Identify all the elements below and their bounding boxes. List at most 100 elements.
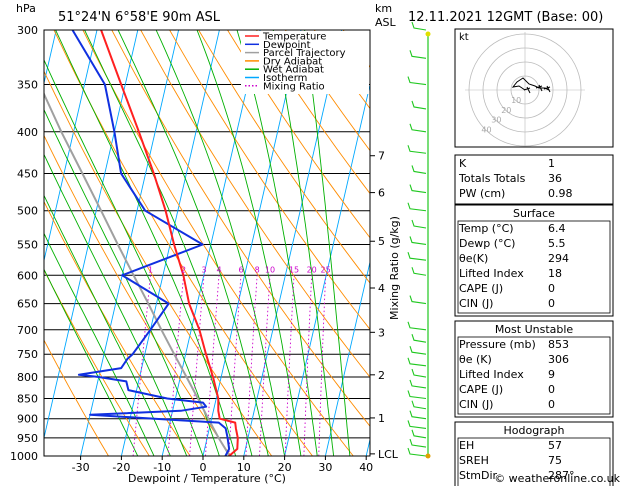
- wind-barb: [410, 439, 426, 447]
- table-row-label: CAPE (J): [459, 383, 503, 396]
- wind-barb: [410, 380, 426, 388]
- table-row-value: 57: [548, 439, 562, 452]
- hpa-label: hPa: [16, 2, 36, 15]
- table-row-value: 0: [548, 398, 555, 411]
- table-row-label: Dewp (°C): [459, 237, 515, 250]
- wind-barb: [408, 420, 426, 428]
- hodo_table-title: Hodograph: [504, 424, 565, 437]
- wind-barb: [408, 390, 426, 398]
- table-row-value: 1: [548, 157, 555, 170]
- wind-barb: [408, 203, 426, 211]
- table-row-label: EH: [459, 439, 474, 452]
- table-row-label: θe (K): [459, 353, 492, 366]
- x-tick-label: 30: [318, 461, 332, 474]
- table-row-value: 306: [548, 353, 569, 366]
- height-tick-label: 3: [378, 326, 385, 339]
- pressure-tick-label: 700: [17, 324, 38, 337]
- pressure-tick-label: 300: [17, 24, 38, 37]
- mixing-ratio-label: 2: [181, 265, 186, 274]
- table-row-label: Temp (°C): [458, 222, 514, 235]
- wind-top-marker: [426, 32, 431, 37]
- table-row-label: Lifted Index: [459, 267, 524, 280]
- wind-barb: [410, 50, 426, 58]
- wind-barb: [410, 411, 426, 419]
- y-axis-label: Mixing Ratio (g/kg): [388, 216, 401, 320]
- table-row-value: 36: [548, 172, 562, 185]
- legend-label: Mixing Ratio: [263, 81, 325, 92]
- table-row-value: 5.5: [548, 237, 566, 250]
- wind-barb: [412, 369, 426, 377]
- x-axis-label: Dewpoint / Temperature (°C): [128, 472, 286, 485]
- isotherm-line: [81, 30, 179, 456]
- mixing-ratio-label: 8: [255, 265, 260, 274]
- table-row-label: Lifted Index: [459, 368, 524, 381]
- table-row-label: CAPE (J): [459, 282, 503, 295]
- wind-surface-marker: [426, 454, 431, 459]
- wind-barb: [408, 145, 426, 153]
- pressure-tick-label: 750: [17, 348, 38, 361]
- wind-barb: [412, 401, 426, 409]
- wind-barb: [408, 322, 426, 330]
- hodograph-ring-label: 40: [481, 126, 491, 135]
- table-row-label: CIN (J): [459, 297, 493, 310]
- table-row-value: 18: [548, 267, 562, 280]
- table-row-label: θe(K): [459, 252, 488, 265]
- pressure-tick-label: 850: [17, 392, 38, 405]
- pressure-tick-label: 800: [17, 371, 38, 384]
- table-row-value: 853: [548, 338, 569, 351]
- height-tick-label: 5: [378, 235, 385, 248]
- wind-barbs: [408, 22, 431, 459]
- height-tick-label: 2: [378, 369, 385, 382]
- wind-barb: [408, 358, 426, 366]
- unstable-title: Most Unstable: [495, 323, 574, 336]
- table-row-value: 0.98: [548, 187, 573, 200]
- pressure-tick-label: 950: [17, 432, 38, 445]
- wind-barb: [412, 334, 426, 342]
- mixing-ratio-label: 10: [265, 265, 275, 274]
- wind-barb: [410, 346, 426, 354]
- height-tick-label: LCL: [378, 448, 399, 461]
- wind-barb: [412, 267, 426, 275]
- pressure-tick-label: 1000: [10, 450, 38, 463]
- asl-label: ASL: [375, 16, 397, 29]
- isotherm-line: [0, 30, 15, 456]
- table-row-label: Pressure (mb): [459, 338, 536, 351]
- wind-barb: [412, 430, 426, 438]
- pressure-tick-label: 600: [17, 269, 38, 282]
- table-row-value: 0: [548, 282, 555, 295]
- wind-barb: [410, 124, 426, 132]
- pressure-tick-label: 650: [17, 298, 38, 311]
- mixing-ratio-label: 6: [238, 265, 243, 274]
- table-row-label: K: [459, 157, 467, 170]
- surface-title: Surface: [513, 207, 555, 220]
- table-row-value: 6.4: [548, 222, 566, 235]
- table-row-value: 9: [548, 368, 555, 381]
- hodograph-ring-label: 10: [511, 96, 521, 105]
- mixing-ratio-label: 25: [321, 265, 331, 274]
- table-row-value: 0: [548, 383, 555, 396]
- mixing-ratio-label: 20: [307, 265, 317, 274]
- height-tick-label: 4: [378, 282, 385, 295]
- datetime: 12.11.2021 12GMT (Base: 00): [408, 10, 603, 25]
- table-row-label: PW (cm): [459, 187, 505, 200]
- wind-barb: [412, 220, 426, 228]
- mixing-ratio-line: [190, 275, 204, 456]
- wind-barb: [410, 296, 426, 304]
- hodograph-ring-label: 20: [501, 106, 511, 115]
- pressure-tick-label: 900: [17, 413, 38, 426]
- pressure-tick-label: 450: [17, 167, 38, 180]
- mixing-ratio-label: 1: [148, 265, 153, 274]
- table-row-label: CIN (J): [459, 398, 493, 411]
- pressure-tick-label: 350: [17, 79, 38, 92]
- wind-barb: [412, 165, 426, 173]
- km-label: km: [375, 2, 392, 15]
- wind-barb: [410, 185, 426, 193]
- credit: © weatheronline.co.uk: [494, 472, 620, 485]
- wind-barb: [408, 252, 426, 260]
- dewpoint-line: [73, 30, 230, 456]
